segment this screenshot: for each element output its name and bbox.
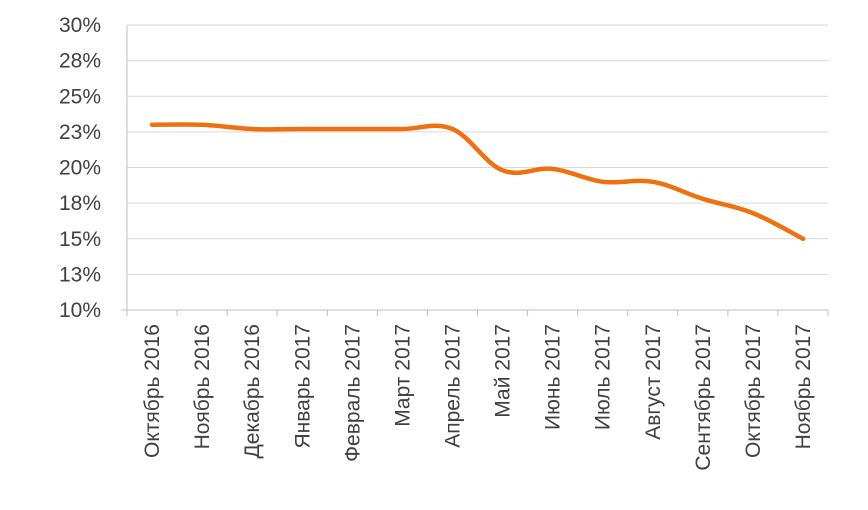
x-axis-ticks: Октябрь 2016 Ноябрь 2016 Декабрь 2016 Январ… — [141, 324, 815, 471]
x-tick-label: Апрель 2017 — [441, 324, 464, 448]
y-tick-label: 15% — [59, 228, 101, 251]
series-layer — [149, 122, 806, 242]
x-tick-label: Декабрь 2016 — [241, 324, 264, 458]
x-tick-label: Июль 2017 — [592, 324, 615, 430]
y-tick-label: 25% — [59, 85, 101, 108]
y-tick-label: 23% — [59, 121, 101, 144]
y-tick-label: 20% — [59, 157, 101, 180]
x-tick-label: Ноябрь 2016 — [191, 324, 214, 449]
x-tick-label: Октябрь 2016 — [141, 324, 164, 458]
x-tick-label: Май 2017 — [492, 324, 515, 418]
x-tick-label: Январь 2017 — [291, 324, 314, 449]
x-tick-label: Февраль 2017 — [341, 324, 364, 462]
y-tick-label: 30% — [59, 14, 101, 37]
x-tick-label: Июнь 2017 — [542, 324, 565, 430]
x-tick-label: Март 2017 — [391, 324, 414, 427]
gridlines — [127, 24, 828, 275]
x-tick-label: Ноябрь 2017 — [792, 324, 815, 449]
y-tick-label: 10% — [59, 299, 101, 322]
y-axis-ticks: 10% 13% 15% 18% 20% 23% 25% 28% 30% — [59, 14, 101, 322]
series-line — [149, 122, 806, 242]
x-tick-label: Сентябрь 2017 — [692, 324, 715, 471]
axes — [121, 25, 829, 316]
y-tick-label: 28% — [59, 50, 101, 73]
x-tick-label: Октябрь 2017 — [742, 324, 765, 458]
y-tick-label: 13% — [59, 263, 101, 286]
y-tick-label: 18% — [59, 192, 101, 215]
x-tick-label: Август 2017 — [642, 324, 665, 440]
